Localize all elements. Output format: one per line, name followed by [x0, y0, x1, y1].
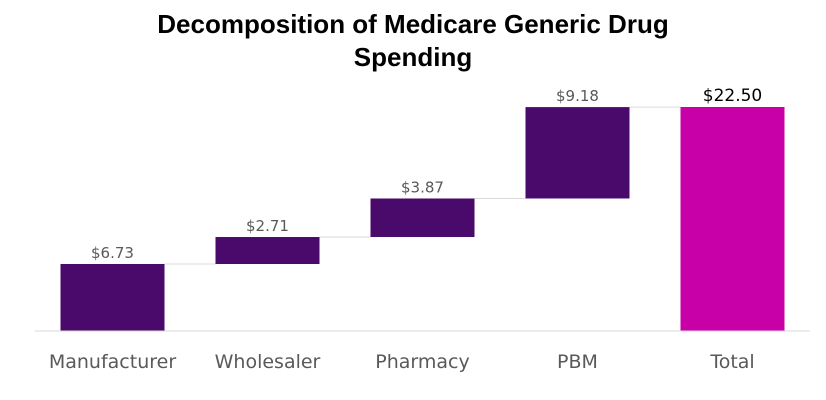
- data-label-manufacturer: $6.73: [91, 244, 134, 262]
- bar-pharmacy: [370, 198, 475, 238]
- bars: [60, 107, 785, 331]
- chart-title-line-2: Spending: [353, 42, 473, 72]
- category-label-wholesaler: Wholesaler: [215, 351, 321, 373]
- data-label-wholesaler: $2.71: [246, 217, 289, 235]
- chart-title: Decomposition of Medicare Generic Drug S…: [0, 8, 826, 74]
- data-label-total: $22.50: [703, 86, 762, 106]
- data-label-pharmacy: $3.87: [401, 178, 444, 196]
- bar-wholesaler: [215, 237, 320, 264]
- bar-total: [680, 107, 785, 331]
- data-label-pbm: $9.18: [556, 87, 599, 105]
- category-label-total: Total: [709, 351, 754, 373]
- category-label-pharmacy: Pharmacy: [375, 351, 469, 373]
- bar-manufacturer: [60, 263, 165, 331]
- chart-title-line-1: Decomposition of Medicare Generic Drug: [157, 9, 669, 39]
- category-labels: Manufacturer Wholesaler Pharmacy PBM Total: [49, 351, 755, 373]
- category-label-pbm: PBM: [557, 351, 598, 373]
- data-labels: $6.73 $2.71 $3.87 $9.18 $22.50: [91, 86, 762, 262]
- bar-pbm: [525, 107, 630, 199]
- category-label-manufacturer: Manufacturer: [49, 351, 176, 373]
- connector-lines: [164, 106, 681, 265]
